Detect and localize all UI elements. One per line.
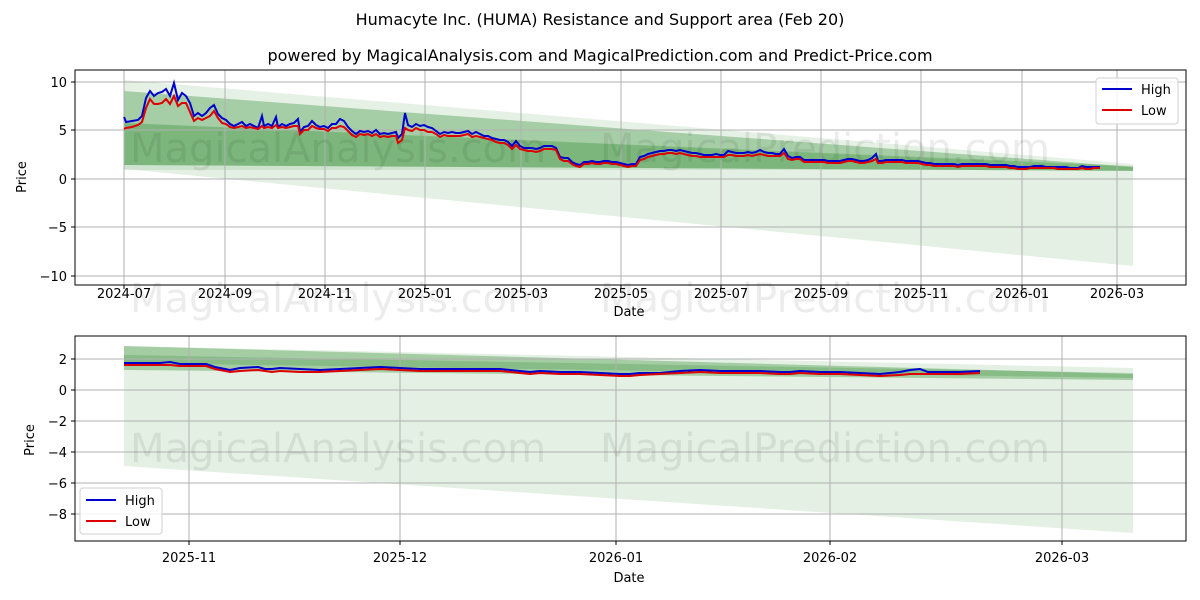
x-tick-label: 2025-12 — [373, 551, 427, 566]
bottom-y-axis-label: Price — [23, 424, 38, 456]
watermark-analysis-mid: MagicalAnalysis.com — [130, 276, 546, 322]
watermark-prediction-mid: MagicalPrediction.com — [600, 276, 1050, 322]
chart-title: Humacyte Inc. (HUMA) Resistance and Supp… — [355, 10, 845, 29]
bottom-grid — [75, 336, 1186, 541]
bottom-bands — [124, 346, 1133, 533]
top-bands — [124, 80, 1133, 266]
x-tick-label: 2025-03 — [494, 287, 548, 302]
bottom-legend: High Low — [79, 487, 163, 535]
x-tick-label: 2025-11 — [894, 287, 948, 302]
x-tick-label: 2026-03 — [1090, 287, 1144, 302]
bottom-x-axis-label: Date — [613, 571, 644, 586]
top-grid — [75, 70, 1186, 285]
y-tick-label: 0 — [59, 173, 67, 188]
top-x-axis-label: Date — [613, 305, 644, 320]
x-tick-label: 2024-11 — [298, 287, 352, 302]
x-tick-label: 2025-01 — [398, 287, 452, 302]
top-y-axis-label: Price — [15, 161, 30, 193]
top-chart: MagicalAnalysis.com MagicalPrediction.co… — [15, 69, 1187, 320]
y-tick-label: −6 — [48, 477, 67, 492]
bottom-axes-frame — [74, 335, 1187, 542]
legend-low-label: Low — [1141, 104, 1167, 119]
legend-low-label: Low — [125, 515, 151, 530]
top-axes-frame — [74, 69, 1187, 286]
y-tick-label: −4 — [48, 446, 67, 461]
watermark-prediction-bottom: MagicalPrediction.com — [600, 426, 1050, 472]
chart-subtitle: powered by MagicalAnalysis.com and Magic… — [267, 46, 933, 65]
y-tick-label: 0 — [59, 384, 67, 399]
y-tick-label: −10 — [40, 270, 67, 285]
y-tick-label: 2 — [59, 353, 67, 368]
x-tick-label: 2024-09 — [198, 287, 252, 302]
x-tick-label: 2025-07 — [694, 287, 748, 302]
x-tick-label: 2025-05 — [594, 287, 648, 302]
top-x-ticks: 2024-07 2024-09 2024-11 2025-01 2025-03 … — [97, 285, 1144, 302]
y-tick-label: −5 — [48, 221, 67, 236]
watermark-analysis: MagicalAnalysis.com — [130, 126, 546, 172]
top-low-line — [123, 93, 1100, 170]
watermark-analysis-bottom: MagicalAnalysis.com — [130, 426, 546, 472]
bottom-high-line — [124, 360, 981, 376]
x-tick-label: 2025-11 — [162, 551, 216, 566]
x-tick-label: 2026-02 — [803, 551, 857, 566]
y-tick-label: −2 — [48, 415, 67, 430]
x-tick-label: 2026-01 — [589, 551, 643, 566]
x-tick-label: 2024-07 — [97, 287, 151, 302]
top-y-ticks: 10 5 0 −5 −10 — [40, 76, 75, 285]
bottom-chart: MagicalAnalysis.com MagicalPrediction.co… — [23, 335, 1187, 586]
top-legend: High Low — [1095, 77, 1179, 125]
x-tick-label: 2025-09 — [794, 287, 848, 302]
bottom-y-ticks: 2 0 −2 −4 −6 −8 — [48, 353, 75, 523]
y-tick-label: 5 — [59, 124, 67, 139]
top-high-line — [123, 79, 1100, 169]
legend-high-label: High — [1141, 83, 1171, 98]
y-tick-label: −8 — [48, 508, 67, 523]
legend-high-label: High — [125, 494, 155, 509]
bottom-low-line — [124, 364, 981, 378]
y-tick-label: 10 — [50, 76, 67, 91]
bottom-x-ticks: 2025-11 2025-12 2026-01 2026-02 2026-03 — [162, 541, 1089, 566]
x-tick-label: 2026-01 — [995, 287, 1049, 302]
x-tick-label: 2026-03 — [1035, 551, 1089, 566]
